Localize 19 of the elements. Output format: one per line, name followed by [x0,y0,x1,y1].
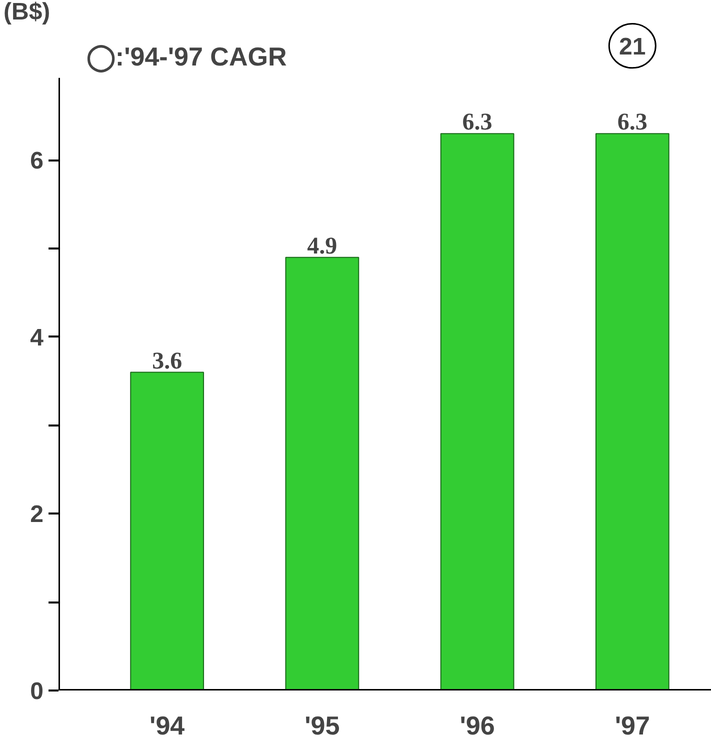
y-tick-label: 0 [30,678,44,705]
data-label: 3.6 [152,348,182,374]
bar [130,372,204,690]
y-tick-label: 6 [30,148,44,175]
bar [595,133,670,690]
y-axis-title: (B$) [4,0,50,26]
x-tick-label: '95 [304,710,340,740]
text: ◯:'94-'97 CAGR [86,41,287,72]
y-tick-label: 4 [30,324,44,352]
text: 21 [619,33,646,60]
data-label: 6.3 [462,110,492,136]
y-tick-label: 2 [30,501,44,528]
bar [285,256,360,690]
x-tick-label: '94 [150,710,186,740]
x-tick-label: '97 [614,710,650,740]
bar [440,133,514,690]
data-label: 4.9 [307,233,338,260]
x-tick-label: '96 [460,710,495,740]
data-label: 6.3 [617,110,648,136]
